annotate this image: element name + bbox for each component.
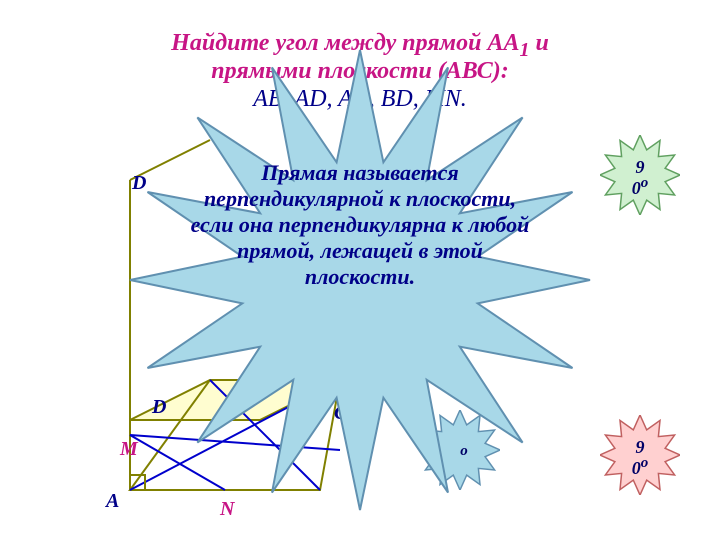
definition-text: Прямая называется перпендикулярной к пло…	[190, 160, 530, 290]
